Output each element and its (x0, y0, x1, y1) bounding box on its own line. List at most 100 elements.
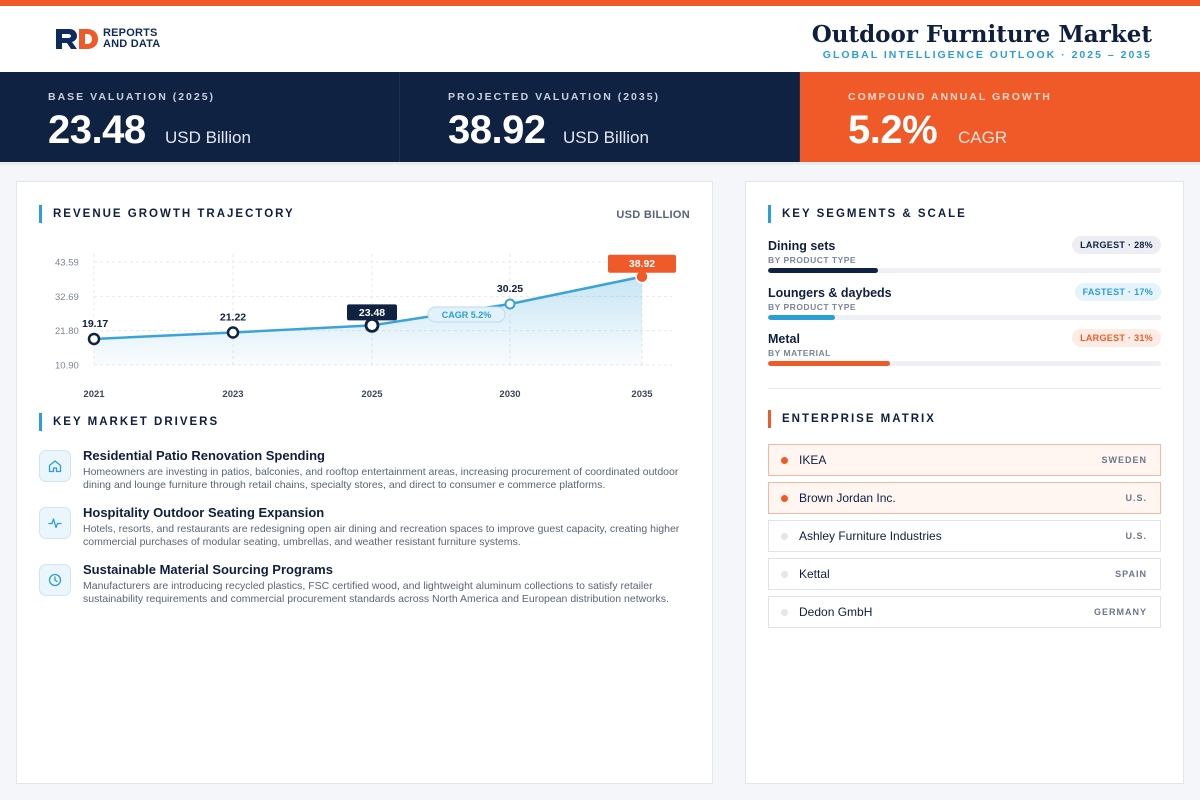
x-tick-label: 2035 (631, 389, 653, 400)
enterprise-row-ikea[interactable]: IKEA SWEDEN (768, 444, 1161, 476)
value-label: 23.48 (359, 307, 385, 319)
value-label: 38.92 (629, 258, 655, 270)
value-label: 30.25 (497, 283, 523, 295)
kpi-value: 5.2% (848, 108, 938, 152)
kpi-row: BASE VALUATION (2025) 23.48 USD Billion … (0, 72, 1200, 162)
section-marker (768, 205, 771, 223)
logo-line-2: AND DATA (103, 38, 161, 50)
status-dot-icon (781, 608, 788, 616)
enterprise-section-head: ENTERPRISE MATRIX (768, 410, 936, 428)
kpi-projected-valuation: PROJECTED VALUATION (2035) 38.92 USD Bil… (400, 72, 800, 162)
segment-item[interactable]: Loungers & daybeds BY PRODUCT TYPE FASTE… (768, 283, 1161, 320)
revenue-chart[interactable]: 43.59 32.69 21.80 10.90 2021 2023 2025 2030 203… (17, 237, 712, 407)
segment-badge: LARGEST · 28% (1072, 236, 1161, 254)
segments-section-head: KEY SEGMENTS & SCALE (768, 205, 967, 223)
section-title: ENTERPRISE MATRIX (782, 413, 936, 425)
cagr-badge-label: CAGR 5.2% (442, 310, 492, 320)
kpi-cagr: COMPOUND ANNUAL GROWTH 5.2% CAGR (800, 72, 1200, 162)
enterprise-country: U.S. (1125, 493, 1147, 503)
left-panel: REVENUE GROWTH TRAJECTORY USD BILLION 43… (16, 181, 713, 784)
status-dot-icon (781, 456, 788, 464)
enterprise-country: SPAIN (1115, 569, 1147, 579)
value-label: 21.22 (220, 311, 246, 323)
segment-name: Loungers & daybeds (768, 286, 892, 300)
logo-line-1: REPORTS (103, 27, 158, 39)
area-fill (94, 276, 642, 365)
value-label: 19.17 (82, 318, 108, 330)
kpi-unit: CAGR (958, 128, 1008, 147)
segment-fill (768, 361, 890, 366)
chart-unit-label: USD BILLION (616, 209, 690, 221)
segment-fill (768, 268, 878, 273)
status-dot-icon (781, 570, 788, 578)
kpi-value: 23.48 (48, 108, 146, 152)
kpi-label: PROJECTED VALUATION (2035) (448, 91, 661, 103)
driver-title: Hospitality Outdoor Seating Expansion (83, 505, 325, 520)
segment-track (768, 315, 1161, 320)
enterprise-row-brown-jordan[interactable]: Brown Jordan Inc. U.S. (768, 482, 1161, 514)
logo-wordmark: REPORTS AND DATA (103, 28, 160, 50)
section-marker (39, 205, 42, 223)
segment-category: BY MATERIAL (768, 348, 831, 358)
segment-name: Metal (768, 332, 800, 346)
kpi-value: 38.92 (448, 108, 546, 152)
x-tick-label: 2023 (222, 389, 243, 400)
segment-fill (768, 315, 835, 320)
brand-logo[interactable]: REPORTS AND DATA (55, 28, 160, 50)
driver-item[interactable]: Hospitality Outdoor Seating Expansion Ho… (39, 505, 699, 549)
status-dot-icon (781, 532, 788, 540)
driver-title: Sustainable Material Sourcing Programs (83, 562, 333, 577)
activity-icon (39, 507, 71, 539)
segment-item[interactable]: Metal BY MATERIAL LARGEST · 31% (768, 329, 1161, 366)
section-title: KEY SEGMENTS & SCALE (782, 208, 967, 220)
data-point (87, 332, 101, 346)
section-divider (768, 388, 1161, 389)
segment-badge: LARGEST · 31% (1072, 329, 1161, 347)
enterprise-row-ashley[interactable]: Ashley Furniture Industries U.S. (768, 520, 1161, 552)
enterprise-name: IKEA (799, 453, 827, 467)
right-panel: KEY SEGMENTS & SCALE Dining sets BY PROD… (745, 181, 1184, 784)
page-title: Outdoor Furniture Market (811, 21, 1152, 48)
x-tick-label: 2021 (83, 389, 105, 400)
driver-item[interactable]: Sustainable Material Sourcing Programs M… (39, 562, 699, 606)
data-point (226, 326, 240, 339)
enterprise-name: Kettal (799, 567, 830, 581)
section-marker (768, 410, 771, 428)
drivers-list: Residential Patio Renovation Spending Ho… (39, 448, 699, 619)
x-tick-label: 2025 (361, 389, 383, 400)
enterprise-country: U.S. (1125, 531, 1147, 541)
cagr-badge (427, 306, 506, 323)
header: REPORTS AND DATA Outdoor Furniture Marke… (0, 6, 1200, 72)
kpi-label: BASE VALUATION (2025) (48, 91, 216, 103)
segment-track (768, 361, 1161, 366)
data-point (364, 317, 380, 333)
x-tick-label: 2030 (499, 389, 520, 400)
driver-title: Residential Patio Renovation Spending (83, 448, 325, 463)
enterprise-row-kettal[interactable]: Kettal SPAIN (768, 558, 1161, 590)
driver-description: Homeowners are investing in patios, balc… (83, 466, 679, 491)
kpi-divider (0, 162, 1200, 165)
kpi-unit: USD Billion (563, 128, 649, 147)
y-tick-label: 21.80 (55, 326, 79, 337)
status-dot-icon (781, 494, 788, 502)
enterprise-row-dedon[interactable]: Dedon GmbH GERMANY (768, 596, 1161, 628)
driver-item[interactable]: Residential Patio Renovation Spending Ho… (39, 448, 699, 492)
logo-mark-icon (55, 28, 99, 50)
segment-badge: FASTEST · 17% (1074, 283, 1161, 301)
section-marker (39, 413, 42, 431)
y-tick-label: 10.90 (55, 361, 79, 372)
driver-description: Hotels, resorts, and restaurants are red… (83, 523, 680, 548)
kpi-base-valuation: BASE VALUATION (2025) 23.48 USD Billion (0, 72, 400, 162)
driver-description: Manufacturers are introducing recycled p… (83, 580, 669, 605)
section-title: REVENUE GROWTH TRAJECTORY (53, 208, 295, 220)
top-accent-bar (0, 0, 1200, 6)
enterprise-name: Ashley Furniture Industries (799, 529, 942, 543)
segment-item[interactable]: Dining sets BY PRODUCT TYPE LARGEST · 28… (768, 236, 1161, 273)
enterprise-country: GERMANY (1093, 607, 1147, 617)
segment-category: BY PRODUCT TYPE (768, 255, 857, 265)
segment-track (768, 268, 1161, 273)
y-tick-label: 43.59 (55, 258, 79, 269)
enterprise-name: Brown Jordan Inc. (799, 491, 896, 505)
section-title: KEY MARKET DRIVERS (53, 416, 220, 428)
clock-icon (39, 564, 71, 596)
